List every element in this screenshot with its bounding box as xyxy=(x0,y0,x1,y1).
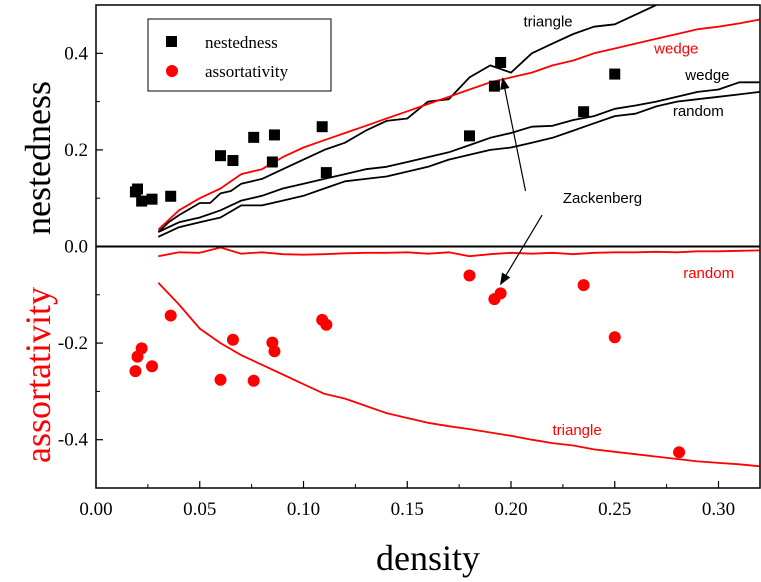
point-assortativity xyxy=(214,373,227,386)
x-tick-label: 0.00 xyxy=(79,499,112,520)
x-tick-label: 0.25 xyxy=(598,499,631,520)
x-tick-label: 0.15 xyxy=(391,499,424,520)
series-line-wedge xyxy=(157,81,760,233)
point-assortativity xyxy=(494,287,507,300)
point-assortativity xyxy=(129,365,142,378)
y-tick-label: -0.4 xyxy=(58,430,89,451)
annotation-label: wedge xyxy=(653,40,698,57)
annotation-label: random xyxy=(683,265,734,282)
point-assortativity xyxy=(320,318,333,331)
y-axis-title-nestedness: nestedness xyxy=(18,81,58,235)
point-nestedness xyxy=(165,190,177,202)
x-tick-label: 0.30 xyxy=(702,499,735,520)
legend-marker-nestedness xyxy=(166,36,177,47)
annotation-arrow xyxy=(500,214,543,286)
series-line-triangle xyxy=(157,282,760,468)
annotation-label: triangle xyxy=(553,422,602,439)
annotation-label: triangle xyxy=(523,14,572,31)
x-tick-label: 0.20 xyxy=(494,499,527,520)
series-line-wedge xyxy=(157,18,760,231)
legend-marker-assortativity xyxy=(166,65,178,77)
point-nestedness xyxy=(136,195,148,207)
point-assortativity xyxy=(463,269,476,282)
point-assortativity xyxy=(577,279,590,292)
annotation-label: random xyxy=(673,103,724,120)
x-axis-title: density xyxy=(376,538,480,578)
point-nestedness xyxy=(495,56,507,68)
annotation-label: wedge xyxy=(684,67,729,84)
point-nestedness xyxy=(266,156,278,168)
y-axis-title-assortativity: assortativity xyxy=(18,287,58,463)
point-nestedness xyxy=(268,129,280,141)
point-nestedness xyxy=(215,150,226,162)
x-tick-label: 0.10 xyxy=(287,499,320,520)
annotations: triangle wedge wedge random Zackenberg random… xyxy=(500,14,734,439)
point-assortativity xyxy=(268,345,281,358)
point-nestedness xyxy=(316,121,328,133)
point-assortativity xyxy=(135,342,148,355)
point-nestedness xyxy=(609,68,621,80)
point-nestedness xyxy=(146,193,158,205)
series-line-random xyxy=(158,246,760,258)
y-tick-label: 0.4 xyxy=(64,43,88,64)
point-nestedness xyxy=(464,130,475,142)
annotation-arrow xyxy=(500,77,527,192)
point-nestedness xyxy=(132,183,143,195)
series-points xyxy=(129,56,686,459)
point-nestedness xyxy=(488,80,500,92)
axes: 0.00 0.05 0.10 0.15 0.20 0.25 0.30 0.4 0.2 0.0 -0.… xyxy=(58,4,761,520)
point-assortativity xyxy=(226,333,239,346)
annotation-label: Zackenberg xyxy=(563,190,642,207)
legend-label-assortativity: assortativity xyxy=(205,62,289,81)
series-line-random xyxy=(157,91,760,238)
series-line-triangle xyxy=(157,5,657,233)
legend-label-nestedness: nestedness xyxy=(205,33,278,52)
series-lines xyxy=(157,5,760,468)
y-tick-label: 0.2 xyxy=(64,140,88,161)
x-tick-label: 0.05 xyxy=(183,499,216,520)
point-assortativity xyxy=(146,360,159,373)
legend: nestedness assortativity xyxy=(147,18,332,92)
point-assortativity xyxy=(164,309,177,322)
point-nestedness xyxy=(248,131,260,143)
y-tick-label: 0.0 xyxy=(64,237,88,258)
legend-box xyxy=(147,18,332,92)
point-nestedness xyxy=(227,155,239,167)
point-nestedness xyxy=(320,167,332,179)
point-nestedness xyxy=(578,106,590,118)
point-assortativity xyxy=(673,446,686,459)
point-assortativity xyxy=(608,331,621,344)
point-assortativity xyxy=(247,374,260,387)
y-tick-label: -0.2 xyxy=(58,333,88,354)
